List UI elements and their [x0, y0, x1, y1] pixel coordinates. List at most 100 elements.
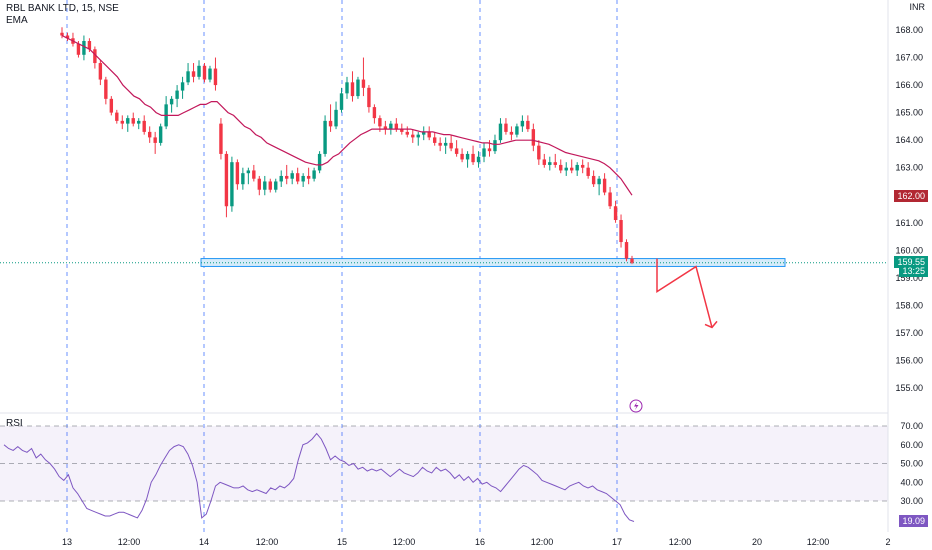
candle [602, 173, 607, 196]
candle [158, 123, 163, 146]
candle-body [306, 175, 311, 179]
candle-body [197, 65, 201, 77]
candle-body [137, 120, 141, 124]
countdown-tag: 13:25 [899, 265, 928, 277]
price-tick-label: 158.00 [895, 300, 923, 310]
candle [548, 156, 552, 171]
candle-body [372, 107, 377, 119]
candle [334, 101, 338, 130]
candle [471, 145, 475, 165]
candle-body [65, 35, 70, 39]
price-tick-label: 155.00 [895, 383, 923, 393]
candle [180, 76, 185, 99]
rsi-value-tag: 19.09 [899, 515, 928, 527]
candle [586, 162, 590, 179]
candle [120, 115, 124, 130]
candle-body [586, 167, 590, 176]
candle [520, 115, 525, 132]
candle [126, 115, 130, 132]
candle-body [548, 162, 552, 165]
currency-label: INR [909, 2, 926, 12]
candle-body [191, 71, 196, 77]
candle [531, 123, 536, 152]
candle-body [613, 206, 618, 221]
candle [169, 96, 174, 113]
candle [323, 115, 327, 157]
candle-body [526, 120, 530, 130]
ema-indicator-label[interactable]: EMA [6, 15, 28, 26]
symbol-title[interactable]: RBL BANK LTD, 15, NSE [6, 3, 119, 14]
candle [279, 170, 283, 187]
candle [345, 76, 349, 99]
candle [443, 137, 448, 154]
candle [241, 167, 245, 190]
candle-body [339, 93, 344, 110]
candle [339, 87, 344, 113]
candle-body [559, 164, 563, 171]
chart-legend: RBL BANK LTD, 15, NSE EMA [6, 3, 119, 27]
price-tick-label: 157.00 [895, 328, 923, 338]
candle-body [180, 82, 185, 91]
price-tick-label: 168.00 [895, 25, 923, 35]
candle-body [317, 153, 322, 171]
candle-body [224, 153, 229, 207]
candle [197, 60, 201, 80]
candle [367, 85, 371, 113]
rsi-indicator-label[interactable]: RSI [6, 418, 23, 429]
lightning-icon[interactable] [629, 399, 643, 413]
candle [137, 118, 141, 130]
candle [498, 118, 503, 143]
candle-body [624, 242, 629, 259]
price-tick-label: 161.00 [895, 218, 923, 228]
candle-body [460, 153, 464, 160]
projection-arrow [656, 258, 718, 329]
candle [542, 153, 547, 168]
rsi-tick-label: 40.00 [900, 477, 923, 487]
candle-body [290, 173, 294, 179]
candle-body [120, 120, 124, 124]
candle-body [619, 220, 623, 243]
candle [213, 57, 218, 91]
candle-body [82, 41, 86, 55]
rsi-tick-label: 30.00 [900, 496, 923, 506]
candle-body [241, 173, 245, 185]
candle-body [367, 87, 371, 108]
candle-body [493, 140, 497, 152]
candle-body [60, 32, 64, 36]
candle-body [235, 162, 240, 185]
candle-body [383, 126, 388, 130]
candle-body [465, 153, 470, 160]
candle-body [169, 98, 174, 105]
candle-body [454, 148, 459, 154]
candle [268, 178, 272, 193]
candle [515, 123, 519, 138]
candle-body [285, 175, 289, 179]
candle [575, 162, 579, 176]
price-tick-label: 159.00 [895, 273, 923, 283]
time-tick-label: 12:00 [531, 537, 554, 547]
candle-body [591, 175, 596, 185]
candle [186, 63, 190, 86]
candle [104, 76, 108, 105]
candle [372, 104, 377, 124]
rsi-axis-ticks: 70.00 60.00 50.00 40.00 30.00 [900, 421, 923, 506]
candle [290, 170, 294, 185]
candle [235, 159, 240, 190]
candle [295, 167, 300, 185]
ema-price-tag: 162.00 [894, 190, 928, 202]
candle-body [520, 120, 525, 127]
candle-body [602, 178, 607, 193]
candle-body [443, 142, 448, 146]
candle [608, 186, 612, 209]
candle [361, 57, 366, 97]
candle [591, 170, 596, 187]
price-tick-label: 163.00 [895, 163, 923, 173]
candle-body [131, 118, 135, 124]
projection-path [656, 258, 713, 328]
candle-body [263, 181, 267, 190]
candle [570, 159, 574, 174]
candle-body [394, 123, 399, 130]
time-tick-label: 17 [612, 537, 622, 547]
candle-body [219, 123, 223, 154]
